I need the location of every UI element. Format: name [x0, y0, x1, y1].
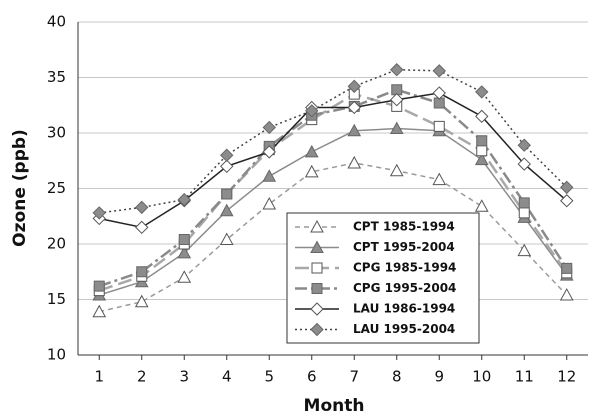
legend-label: LAU 1995-2004 — [353, 322, 455, 336]
x-tick-label: 11 — [515, 368, 534, 386]
marker — [561, 262, 573, 274]
marker — [92, 206, 106, 220]
marker — [135, 200, 149, 215]
x-tick-label: 7 — [349, 368, 359, 386]
marker — [262, 169, 277, 182]
y-tick-label: 20 — [47, 235, 66, 253]
marker — [517, 157, 531, 171]
marker — [475, 85, 489, 99]
marker — [136, 266, 148, 278]
y-tick-label: 35 — [47, 68, 66, 86]
marker — [262, 145, 276, 159]
legend-label: CPT 1995-2004 — [353, 240, 455, 254]
x-tick-label: 2 — [137, 368, 147, 386]
marker — [310, 302, 324, 316]
marker — [474, 152, 489, 166]
x-tick-label: 10 — [472, 368, 491, 386]
marker — [432, 64, 446, 78]
y-tick-label: 40 — [47, 13, 66, 31]
series-line — [99, 162, 568, 313]
marker — [134, 294, 149, 308]
marker — [517, 138, 531, 152]
marker — [177, 270, 192, 283]
marker — [310, 322, 324, 337]
marker — [432, 172, 447, 186]
marker — [177, 245, 192, 259]
marker — [220, 159, 234, 174]
legend-label: LAU 1986-1994 — [353, 302, 455, 316]
y-axis-label: Ozone (ppb) — [10, 129, 30, 247]
marker — [390, 63, 404, 77]
x-tick-label: 12 — [557, 368, 576, 386]
marker — [518, 207, 530, 219]
marker — [347, 79, 361, 94]
x-tick-label: 3 — [179, 368, 189, 386]
marker — [476, 145, 488, 157]
x-tick-label: 1 — [94, 368, 104, 386]
marker — [92, 304, 107, 318]
marker — [518, 197, 530, 209]
marker — [560, 194, 574, 208]
y-tick-label: 25 — [47, 179, 66, 197]
marker — [474, 199, 489, 212]
marker — [135, 220, 149, 235]
marker — [433, 120, 445, 132]
marker — [221, 188, 233, 200]
marker — [476, 135, 488, 147]
legend-box — [286, 212, 480, 344]
legend-label: CPG 1995-2004 — [353, 281, 456, 295]
x-tick-label: 6 — [307, 368, 317, 386]
marker — [262, 120, 276, 135]
marker — [93, 280, 105, 292]
x-tick-label: 5 — [264, 368, 274, 386]
marker — [310, 219, 324, 233]
marker — [390, 92, 404, 107]
marker — [560, 180, 574, 195]
marker — [311, 262, 323, 274]
x-tick-label: 9 — [434, 368, 444, 386]
marker — [559, 288, 574, 301]
x-tick-label: 4 — [222, 368, 232, 386]
y-tick-label: 30 — [47, 124, 66, 142]
marker — [220, 148, 234, 162]
marker — [304, 144, 319, 158]
marker — [475, 109, 489, 124]
y-tick-label: 10 — [47, 346, 66, 364]
marker — [262, 196, 277, 210]
marker — [311, 283, 323, 294]
legend: CPT 1985-1994 CPT 1995-2004 CPG 1985-1994 C… — [286, 212, 480, 344]
marker — [347, 155, 362, 169]
series-line — [99, 127, 568, 296]
marker — [177, 192, 191, 207]
marker — [389, 163, 404, 177]
marker — [347, 123, 362, 137]
marker — [310, 240, 324, 253]
marker — [304, 164, 319, 178]
legend-label: CPG 1985-1994 — [353, 261, 456, 275]
marker — [219, 203, 234, 217]
marker — [391, 84, 403, 96]
marker — [178, 234, 190, 246]
series-line — [99, 92, 568, 229]
marker — [219, 232, 234, 246]
x-tick-label: 8 — [392, 368, 402, 386]
marker — [347, 100, 361, 115]
marker — [389, 121, 404, 135]
marker — [517, 243, 532, 257]
marker — [432, 86, 446, 100]
marker — [305, 104, 319, 118]
x-axis-label: Month — [304, 396, 365, 416]
legend-label: CPT 1985-1994 — [353, 220, 455, 234]
y-tick-label: 15 — [47, 290, 66, 308]
